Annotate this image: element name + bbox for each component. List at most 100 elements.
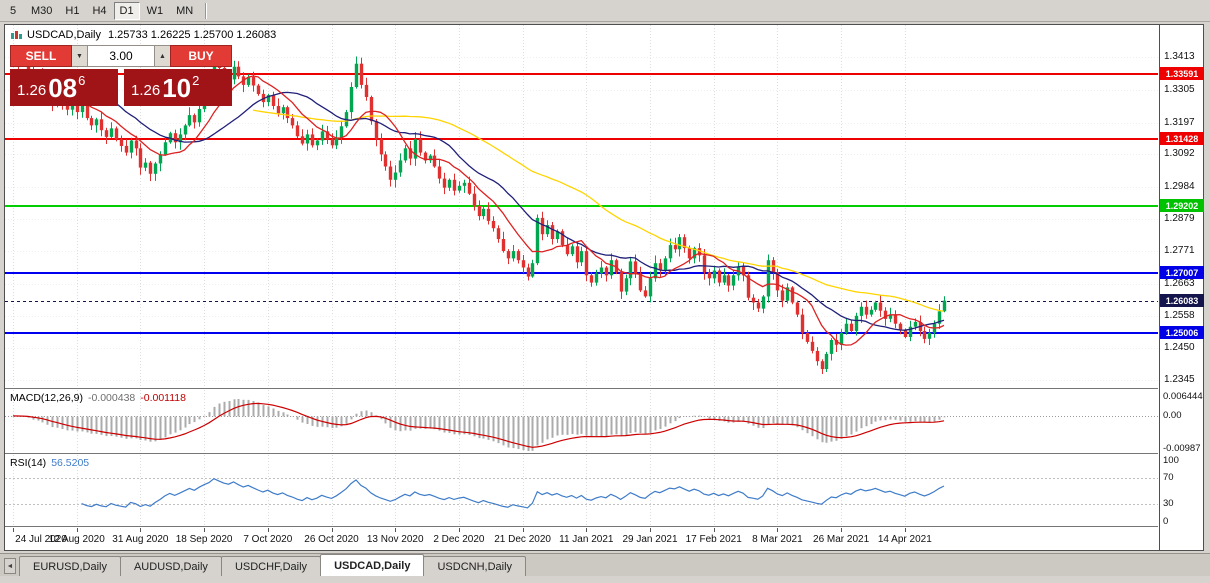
price-tick-label: 1.2984 [1164,181,1195,192]
price-tick-label: 1.2879 [1164,213,1195,224]
time-tick-mark [777,528,778,532]
time-axis-label: 12 Aug 2020 [48,534,105,545]
price-level-badge: 1.29202 [1160,199,1204,212]
macd-main-value: -0.000438 [87,392,136,404]
timeframe-toolbar: 5 M30 H1 H4 D1 W1 MN [0,0,1210,22]
bid-pips: 08 [48,72,78,103]
macd-scale-zero: 0.00 [1163,410,1182,421]
timeframe-button-mn[interactable]: MN [170,1,200,20]
time-axis-label: 11 Jan 2021 [559,534,614,545]
chart-tab-usdcnh[interactable]: USDCNH,Daily [423,556,527,576]
time-axis-label: 26 Mar 2021 [813,534,870,545]
ask-price-display: 1.26 10 2 [124,69,232,106]
main-chart-pane[interactable]: USDCAD,Daily 1.25733 1.26225 1.25700 1.2… [5,25,1158,389]
chart-tab-eurusd[interactable]: EURUSD,Daily [19,556,121,576]
price-tick-label: 1.3092 [1164,148,1195,159]
rsi-scale-30: 30 [1163,498,1174,509]
price-level-badge: 1.27007 [1160,266,1204,279]
time-tick-mark [841,528,842,532]
timeframe-button-5[interactable]: 5 [2,1,24,20]
chart-title: USDCAD,Daily 1.25733 1.26225 1.25700 1.2… [11,29,276,41]
macd-signal-value: -0.001118 [140,392,186,404]
time-tick-mark [523,528,524,532]
rsi-label: RSI(14) 56.5205 [10,457,90,469]
rsi-scale-0: 0 [1163,516,1169,527]
price-level-badge: 1.25006 [1160,326,1204,339]
price-axis[interactable]: 1.3413 1.3305 1.3197 1.3092 1.2984 1.2879 1.27… [1159,25,1204,550]
rsi-scale-100: 100 [1163,455,1179,466]
symbol-period-label: USDCAD,Daily [27,29,101,41]
ask-prefix: 1.26 [131,82,161,99]
chart-tab-usdcad[interactable]: USDCAD,Daily [320,554,425,576]
rsi-panel[interactable]: RSI(14) 56.5205 [5,455,1158,527]
timeframe-button-h4[interactable]: H4 [86,1,113,20]
time-axis-label: 17 Feb 2021 [685,534,742,545]
ohlc-values: 1.25733 1.26225 1.25700 1.26083 [107,29,277,41]
sell-button[interactable]: SELL [10,45,72,67]
time-tick-mark [13,528,14,532]
rsi-value: 56.5205 [51,457,90,469]
buy-button[interactable]: BUY [170,45,232,67]
price-tick-label: 1.2771 [1164,245,1195,256]
time-tick-mark [332,528,333,532]
timeframe-button-m30[interactable]: M30 [25,1,59,20]
lot-decrease-button[interactable]: ▼ [72,45,87,67]
time-tick-mark [140,528,141,532]
toolbar-separator [205,2,208,19]
price-level-badge: 1.33591 [1160,67,1204,80]
plot-column: USDCAD,Daily 1.25733 1.26225 1.25700 1.2… [5,25,1158,550]
lot-size-input[interactable] [87,45,155,67]
bid-price-display: 1.26 08 6 [10,69,118,106]
time-axis-label: 8 Mar 2021 [752,534,803,545]
macd-chart[interactable] [5,390,1158,454]
time-axis-label: 26 Oct 2020 [304,534,359,545]
time-axis-label: 13 Nov 2020 [366,534,424,545]
bid-point: 6 [78,73,86,88]
time-tick-mark [395,528,396,532]
ask-point: 2 [192,73,200,88]
macd-panel[interactable]: MACD(12,26,9) -0.000438 -0.001118 [5,390,1158,454]
timeframe-button-h1[interactable]: H1 [59,1,86,20]
time-axis-label: 21 Dec 2020 [494,534,551,545]
tab-scroll-left-button[interactable]: ◄ [4,558,16,574]
chart-tab-usdchf[interactable]: USDCHF,Daily [220,556,322,576]
rsi-chart[interactable] [5,455,1158,527]
price-tick-label: 1.3305 [1164,84,1195,95]
symbol-tab-bar: ◄ EURUSD,Daily AUDUSD,Daily USDCHF,Daily US… [0,553,1210,576]
time-tick-mark [714,528,715,532]
one-click-trading-panel: SELL ▼ ▲ BUY 1.26 08 6 1.26 10 2 [10,45,232,106]
time-axis[interactable]: 24 Jul 2020 12 Aug 2020 31 Aug 2020 18 Sep … [5,528,1158,550]
time-axis-label: 2 Dec 2020 [433,534,485,545]
chart-window: USDCAD,Daily 1.25733 1.26225 1.25700 1.2… [4,24,1204,551]
time-axis-label: 29 Jan 2021 [622,534,678,545]
macd-scale-max: 0.006444 [1163,391,1203,402]
time-axis-label: 7 Oct 2020 [243,534,293,545]
ask-pips: 10 [162,72,192,103]
time-tick-mark [77,528,78,532]
time-tick-mark [905,528,906,532]
bid-prefix: 1.26 [17,82,47,99]
timeframe-button-w1[interactable]: W1 [140,1,170,20]
price-tick-label: 1.3413 [1164,51,1195,62]
price-level-badge: 1.26083 [1160,294,1204,307]
chart-tab-audusd[interactable]: AUDUSD,Daily [119,556,222,576]
time-axis-label: 18 Sep 2020 [175,534,233,545]
macd-scale-min: -0.00987 [1163,443,1201,454]
time-tick-mark [268,528,269,532]
price-level-badge: 1.31428 [1160,132,1204,145]
macd-label: MACD(12,26,9) -0.000438 -0.001118 [10,392,186,404]
price-tick-label: 1.2345 [1164,374,1195,385]
time-tick-mark [204,528,205,532]
price-tick-label: 1.2663 [1164,278,1195,289]
chart-icon [11,30,22,39]
time-tick-mark [459,528,460,532]
time-tick-mark [650,528,651,532]
time-axis-label: 31 Aug 2020 [112,534,169,545]
time-axis-label: 24 Jul 2020 [15,534,67,545]
rsi-scale-70: 70 [1163,472,1174,483]
timeframe-button-d1[interactable]: D1 [113,1,140,20]
price-tick-label: 1.2558 [1164,310,1195,321]
price-tick-label: 1.2450 [1164,342,1195,353]
time-tick-mark [586,528,587,532]
lot-increase-button[interactable]: ▲ [155,45,170,67]
